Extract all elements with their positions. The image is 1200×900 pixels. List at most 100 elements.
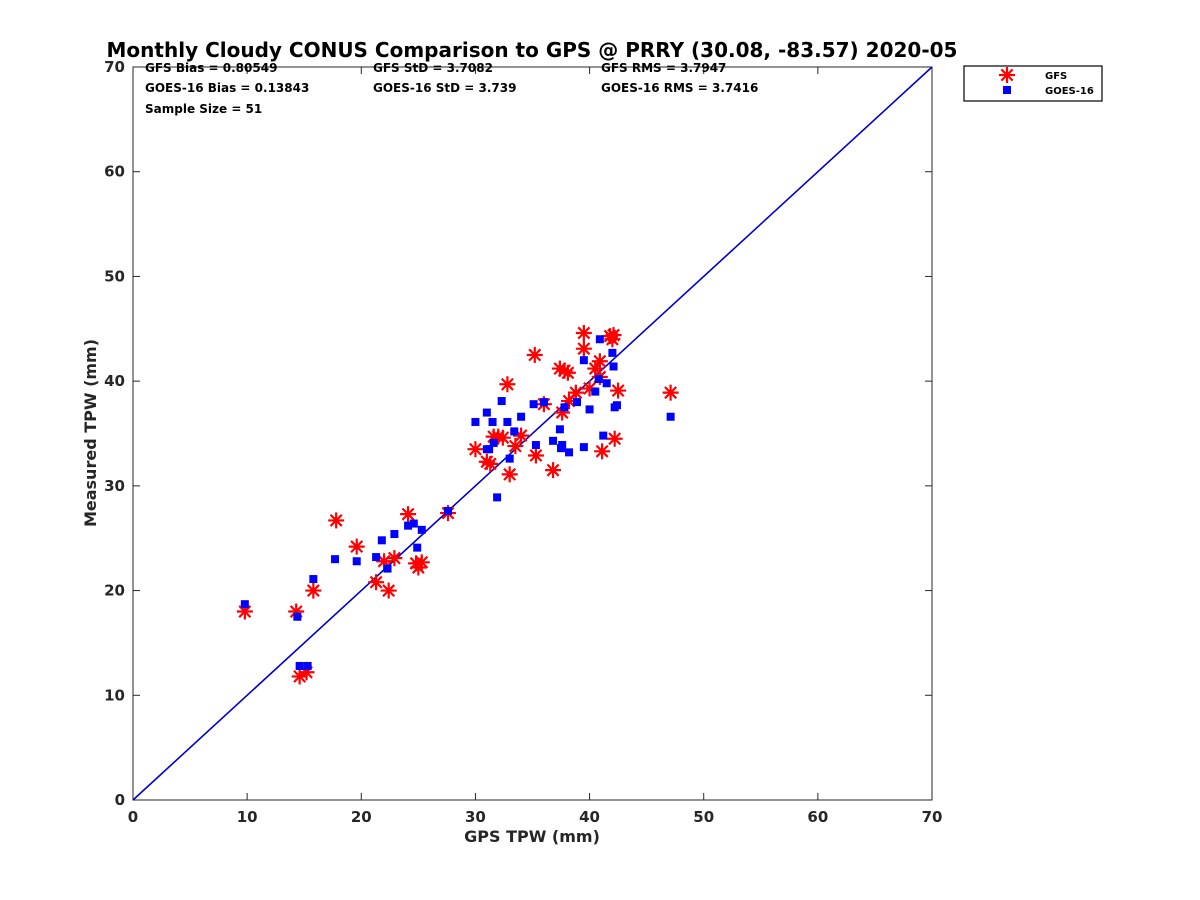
goes-16-point (377, 536, 386, 545)
gfs-point (400, 506, 417, 523)
goes-16-point (413, 543, 422, 552)
goes-16-point (505, 454, 514, 463)
gfs-point (348, 538, 365, 555)
gfs-point (567, 384, 584, 401)
y-axis-label: Measured TPW (mm) (81, 339, 100, 527)
y-tick-label: 70 (104, 58, 125, 76)
goes-16-point (409, 519, 418, 528)
goes-16-point (493, 493, 502, 502)
legend-label-goes: GOES-16 (1045, 86, 1094, 97)
legend-goes-16-symbol (1003, 86, 1011, 94)
sample-size-label: Sample Size = 51 (145, 102, 262, 116)
gfs-point (606, 430, 623, 447)
legend-marker-gfs (999, 67, 1015, 83)
x-tick-label: 70 (922, 808, 943, 826)
goes-16-point (666, 412, 675, 421)
gfs-point (494, 429, 511, 446)
gfs-point (594, 443, 611, 460)
gfs-point (467, 441, 484, 458)
x-tick-label: 0 (128, 808, 138, 826)
goes-16-point (417, 525, 426, 534)
goes-16-point (489, 438, 498, 447)
goes-16-point (539, 398, 548, 407)
gfs-point (545, 462, 562, 479)
goes-std-label: GOES-16 StD = 3.739 (373, 81, 516, 95)
gfs-point (527, 447, 544, 464)
gfs-point (328, 512, 345, 529)
goes-16-point (594, 375, 603, 384)
gfs-point (662, 384, 679, 401)
gfs-point (386, 550, 403, 567)
goes-16-point (404, 521, 413, 530)
goes-16-point (549, 436, 558, 445)
gfs-std-label: GFS StD = 3.7082 (373, 61, 493, 75)
goes-16-point (390, 530, 399, 539)
goes-16-point (579, 356, 588, 365)
goes-16-point (240, 600, 249, 609)
x-tick-label: 30 (465, 808, 486, 826)
goes-16-point (383, 564, 392, 573)
goes-16-point (591, 387, 600, 396)
goes-16-point (558, 441, 567, 450)
gfs-point (591, 353, 608, 370)
gfs-point (575, 324, 592, 341)
goes-16-point (471, 417, 480, 426)
legend-marker-goes (1003, 86, 1011, 94)
goes-bias-label: GOES-16 Bias = 0.13843 (145, 81, 309, 95)
goes-16-point (560, 403, 569, 412)
x-tick-label: 10 (237, 808, 258, 826)
goes-16-point (595, 335, 604, 344)
gfs-point (380, 582, 397, 599)
goes-16-point (331, 555, 340, 564)
goes-16-point (585, 405, 594, 414)
goes-16-point (602, 379, 611, 388)
y-tick-label: 40 (104, 372, 125, 390)
gfs-point (482, 455, 499, 472)
goes-16-point (444, 506, 453, 515)
x-axis-label: GPS TPW (mm) (464, 827, 600, 846)
goes-16-point (303, 661, 312, 670)
gfs-point (499, 376, 516, 393)
y-tick-label: 30 (104, 477, 125, 495)
goes-16-point (309, 575, 318, 584)
one-to-one-line (132, 66, 933, 801)
goes-16-point (612, 401, 621, 410)
series-gfs (236, 324, 679, 685)
goes-16-point (372, 553, 381, 562)
goes-16-point (529, 400, 538, 409)
y-tick-label: 10 (104, 686, 125, 704)
goes-16-point (293, 612, 302, 621)
gfs-point (610, 382, 627, 399)
legend: GFS GOES-16 (963, 65, 1103, 102)
goes-16-point (599, 431, 608, 440)
goes-16-point (608, 348, 617, 357)
gfs-point (605, 327, 622, 344)
goes-16-point (352, 557, 361, 566)
goes-16-point (485, 445, 494, 454)
goes-16-point (503, 417, 512, 426)
goes-rms-label: GOES-16 RMS = 3.7416 (601, 81, 758, 95)
gfs-point (501, 466, 518, 483)
series-goes-16 (240, 335, 675, 670)
goes-16-point (295, 661, 304, 670)
goes-16-point (565, 448, 574, 457)
gfs-point (575, 340, 592, 357)
legend-box (963, 65, 1103, 102)
gfs-rms-label: GFS RMS = 3.7947 (601, 61, 726, 75)
gfs-bias-label: GFS Bias = 0.80549 (145, 61, 277, 75)
y-tick-label: 20 (104, 582, 125, 600)
legend-gfs-symbol (999, 67, 1015, 83)
x-tick-label: 20 (351, 808, 372, 826)
goes-16-point (531, 441, 540, 450)
goes-16-point (488, 417, 497, 426)
x-tick-label: 50 (693, 808, 714, 826)
gfs-point (526, 346, 543, 363)
goes-16-point (609, 362, 618, 371)
gfs-point (305, 582, 322, 599)
goes-16-point (510, 427, 519, 436)
plot-area: 0 10 20 30 40 50 60 70 0 10 20 30 40 50 60 70 (104, 58, 942, 826)
gfs-point (559, 364, 576, 381)
plot-frame (132, 66, 933, 801)
goes-16-point (482, 408, 491, 417)
